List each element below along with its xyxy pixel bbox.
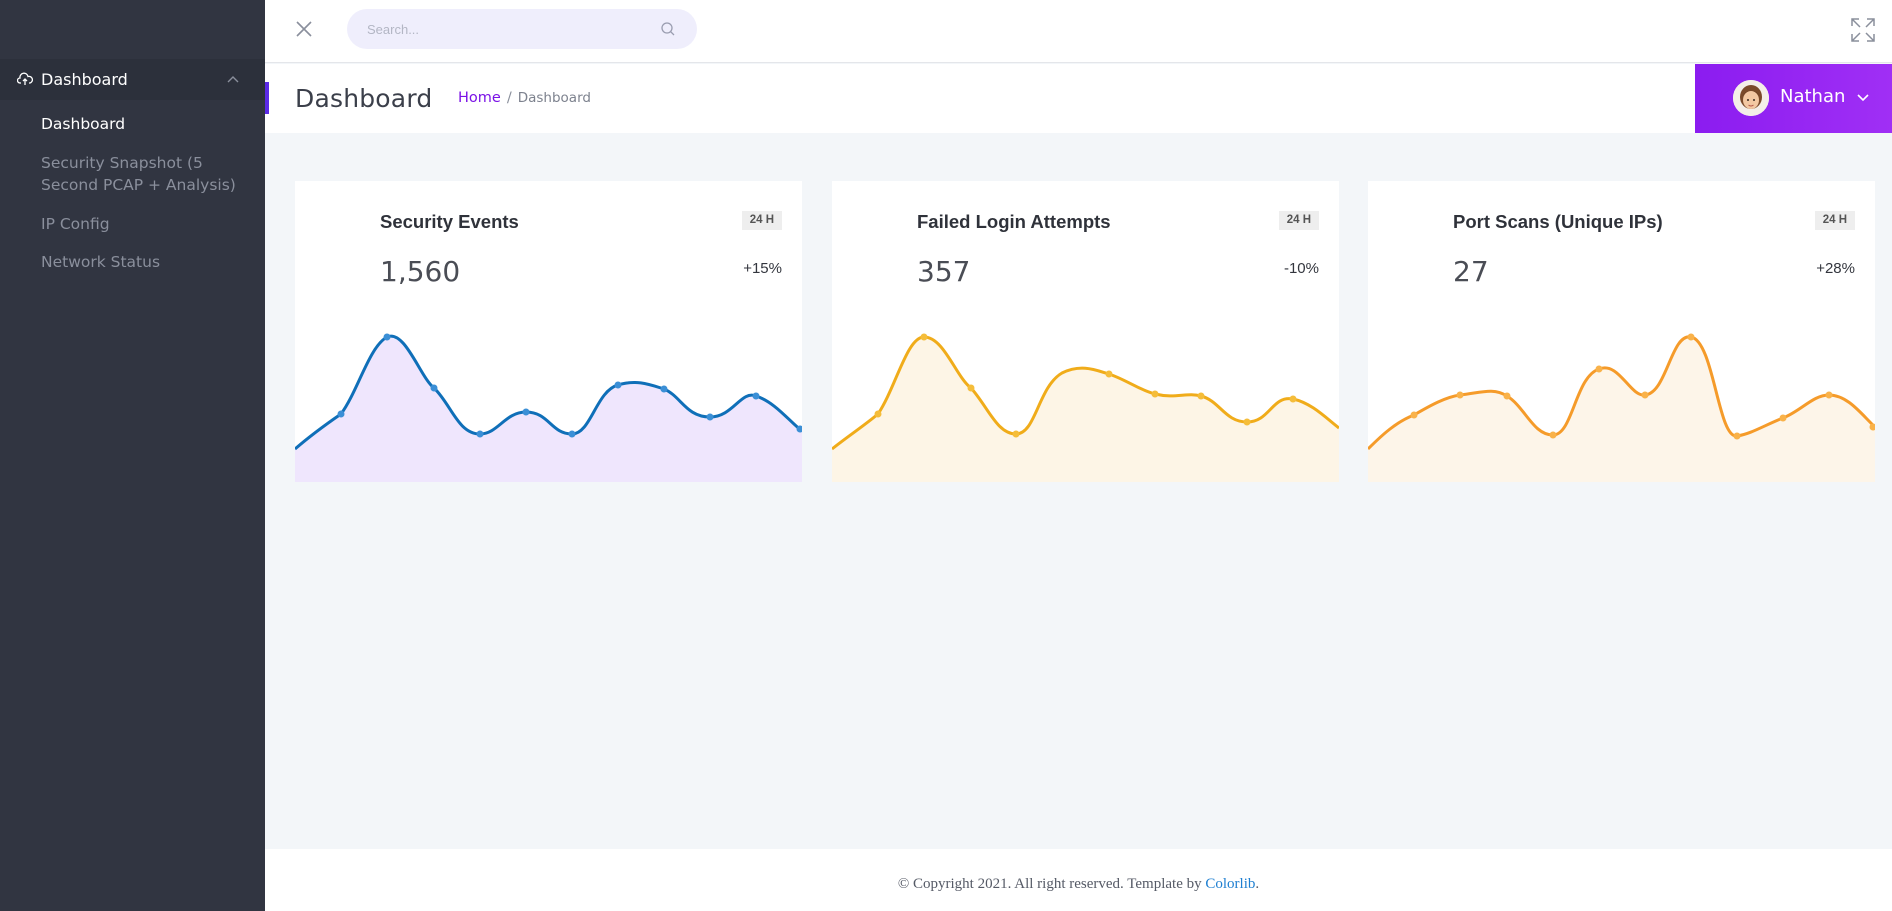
time-range-badge: 24 H (741, 211, 782, 230)
sidebar-item-dashboard[interactable]: Dashboard (41, 115, 126, 133)
card-title: Port Scans (Unique IPs) (1453, 211, 1663, 232)
footer: © Copyright 2021. All right reserved. Te… (265, 849, 1892, 911)
page-header: Dashboard Home / Dashboard (265, 64, 1892, 133)
avatar (1733, 80, 1769, 116)
sparkline-points (874, 333, 1297, 438)
fullscreen-icon[interactable] (1850, 17, 1876, 43)
footer-text: © Copyright 2021. All right reserved. Te… (265, 876, 1892, 893)
chevron-up-icon[interactable] (226, 74, 240, 84)
search-icon[interactable] (660, 21, 676, 37)
time-range-badge: 24 H (1278, 211, 1319, 230)
card-change: +15% (743, 260, 782, 277)
avatar-image (1733, 80, 1769, 116)
topbar (265, 0, 1892, 63)
breadcrumb-separator: / (506, 90, 512, 106)
sparkline-points (1410, 333, 1875, 440)
page-title: Dashboard (295, 84, 433, 113)
sparkline-chart (295, 333, 802, 482)
card-change: +28% (1816, 260, 1855, 277)
close-icon[interactable] (294, 19, 314, 39)
time-range-badge: 24 H (1814, 211, 1855, 230)
breadcrumb-home-link[interactable]: Home (458, 90, 501, 106)
stat-card-port-scans: Port Scans (Unique IPs) 24 H 27 +28% (1368, 181, 1875, 482)
breadcrumb-current: Dashboard (517, 90, 591, 106)
copyright-text: © Copyright 2021. All right reserved. Te… (897, 876, 1206, 892)
sidebar: Dashboard Dashboard Security Snapshot (5… (0, 0, 265, 911)
stat-card-failed-logins: Failed Login Attempts 24 H 357 -10% (832, 181, 1339, 482)
sidebar-group-label: Dashboard (41, 70, 128, 89)
sidebar-group-dashboard[interactable]: Dashboard (0, 59, 265, 100)
cloud-upload-icon (17, 72, 33, 85)
user-name: Nathan (1780, 86, 1846, 107)
chevron-down-icon (1857, 94, 1869, 102)
sidebar-item-security-snapshot[interactable]: Security Snapshot (5 Second PCAP + Analy… (41, 154, 236, 194)
sparkline-chart (832, 333, 1339, 482)
sparkline-points (337, 333, 802, 438)
colorlib-link[interactable]: Colorlib (1205, 876, 1256, 892)
card-value: 357 (917, 255, 971, 288)
footer-suffix: . (1255, 876, 1260, 892)
sparkline-area (1368, 336, 1875, 482)
card-value: 27 (1453, 255, 1489, 288)
page-header-accent (265, 82, 269, 114)
search-input[interactable] (347, 9, 697, 49)
sparkline-area (832, 337, 1339, 482)
sparkline-chart (1368, 333, 1875, 482)
card-title: Failed Login Attempts (917, 211, 1111, 232)
user-menu[interactable]: Nathan (1695, 64, 1892, 133)
sidebar-item-ip-config[interactable]: IP Config (41, 215, 110, 233)
stat-card-security-events: Security Events 24 H 1,560 +15% (295, 181, 802, 482)
card-change: -10% (1283, 260, 1319, 277)
breadcrumb: Home / Dashboard (458, 90, 591, 106)
card-value: 1,560 (380, 255, 461, 288)
sidebar-item-network-status[interactable]: Network Status (41, 253, 161, 271)
card-title: Security Events (380, 211, 519, 232)
